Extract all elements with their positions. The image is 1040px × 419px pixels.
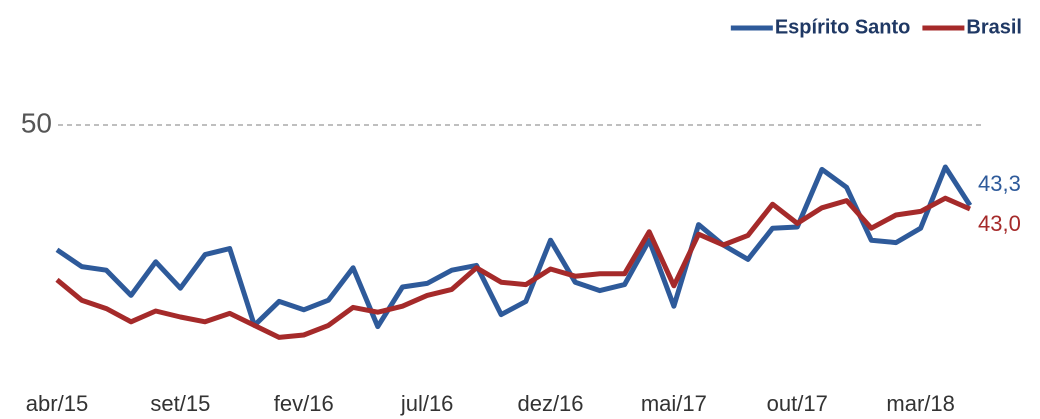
legend-label: Brasil	[966, 16, 1022, 38]
x-tick-label: mar/18	[886, 391, 954, 416]
x-tick-label: set/15	[150, 391, 210, 416]
data-label: 43,3	[978, 171, 1021, 196]
data-label: 43,0	[978, 211, 1021, 236]
line-series	[55, 164, 973, 330]
x-tick-label: abr/15	[26, 391, 88, 416]
y-tick-label: 50	[21, 107, 52, 138]
x-tick-label: dez/16	[517, 391, 583, 416]
legend-label: Espírito Santo	[775, 16, 911, 38]
x-tick-label: out/17	[767, 391, 828, 416]
line-series	[55, 195, 972, 340]
x-tick-label: jul/16	[400, 391, 454, 416]
x-tick-label: mai/17	[641, 391, 707, 416]
x-tick-label: fev/16	[274, 391, 334, 416]
